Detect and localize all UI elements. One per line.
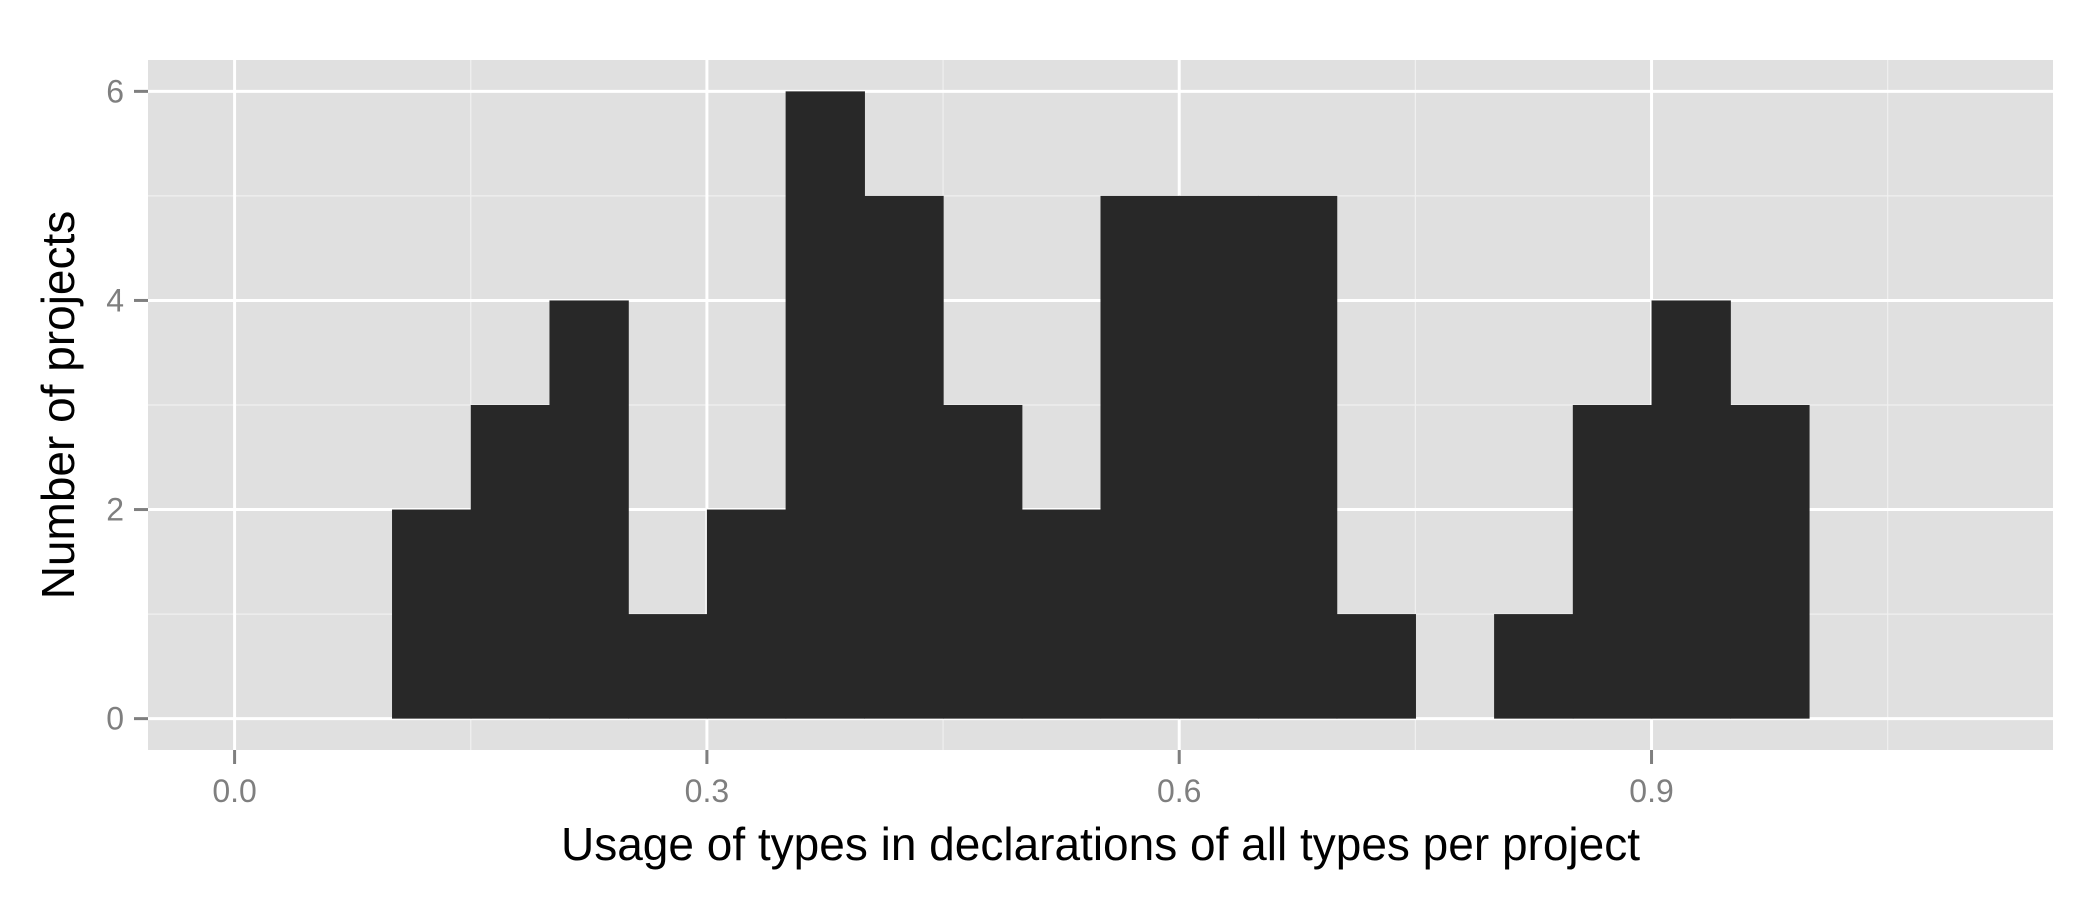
x-axis-title: Usage of types in declarations of all ty… <box>561 818 1640 870</box>
histogram-bar <box>1100 195 1180 719</box>
y-tick-label: 4 <box>106 282 124 318</box>
x-tick-label: 0.9 <box>1629 773 1673 809</box>
y-tick-label: 6 <box>106 73 124 109</box>
histogram-bar <box>785 91 865 719</box>
histogram-bar <box>706 509 787 719</box>
histogram-bar <box>1730 405 1810 719</box>
histogram-bar <box>1179 195 1259 719</box>
x-tick-label: 0.3 <box>685 773 729 809</box>
histogram-bar <box>1651 300 1731 719</box>
x-axis: 0.0 0.3 0.6 0.9 <box>212 750 1674 809</box>
x-tick-label: 0.6 <box>1157 773 1201 809</box>
histogram-bars <box>392 91 1810 719</box>
y-axis-title: Number of projects <box>32 211 84 600</box>
histogram-bar <box>1021 509 1102 719</box>
histogram-bar <box>628 614 708 719</box>
histogram-bar <box>1572 405 1653 719</box>
histogram-bar <box>392 509 472 719</box>
histogram-bar <box>1257 195 1338 719</box>
histogram-bar <box>1336 614 1416 719</box>
histogram-bar <box>1494 614 1574 719</box>
x-tick-label: 0.0 <box>212 773 256 809</box>
histogram-bar <box>549 300 629 719</box>
y-tick-label: 2 <box>106 492 124 528</box>
histogram-bar <box>470 405 551 719</box>
y-axis: 0 2 4 6 <box>106 73 148 737</box>
histogram-bar <box>943 405 1023 719</box>
histogram-bar <box>864 195 944 719</box>
y-tick-label: 0 <box>106 701 124 737</box>
